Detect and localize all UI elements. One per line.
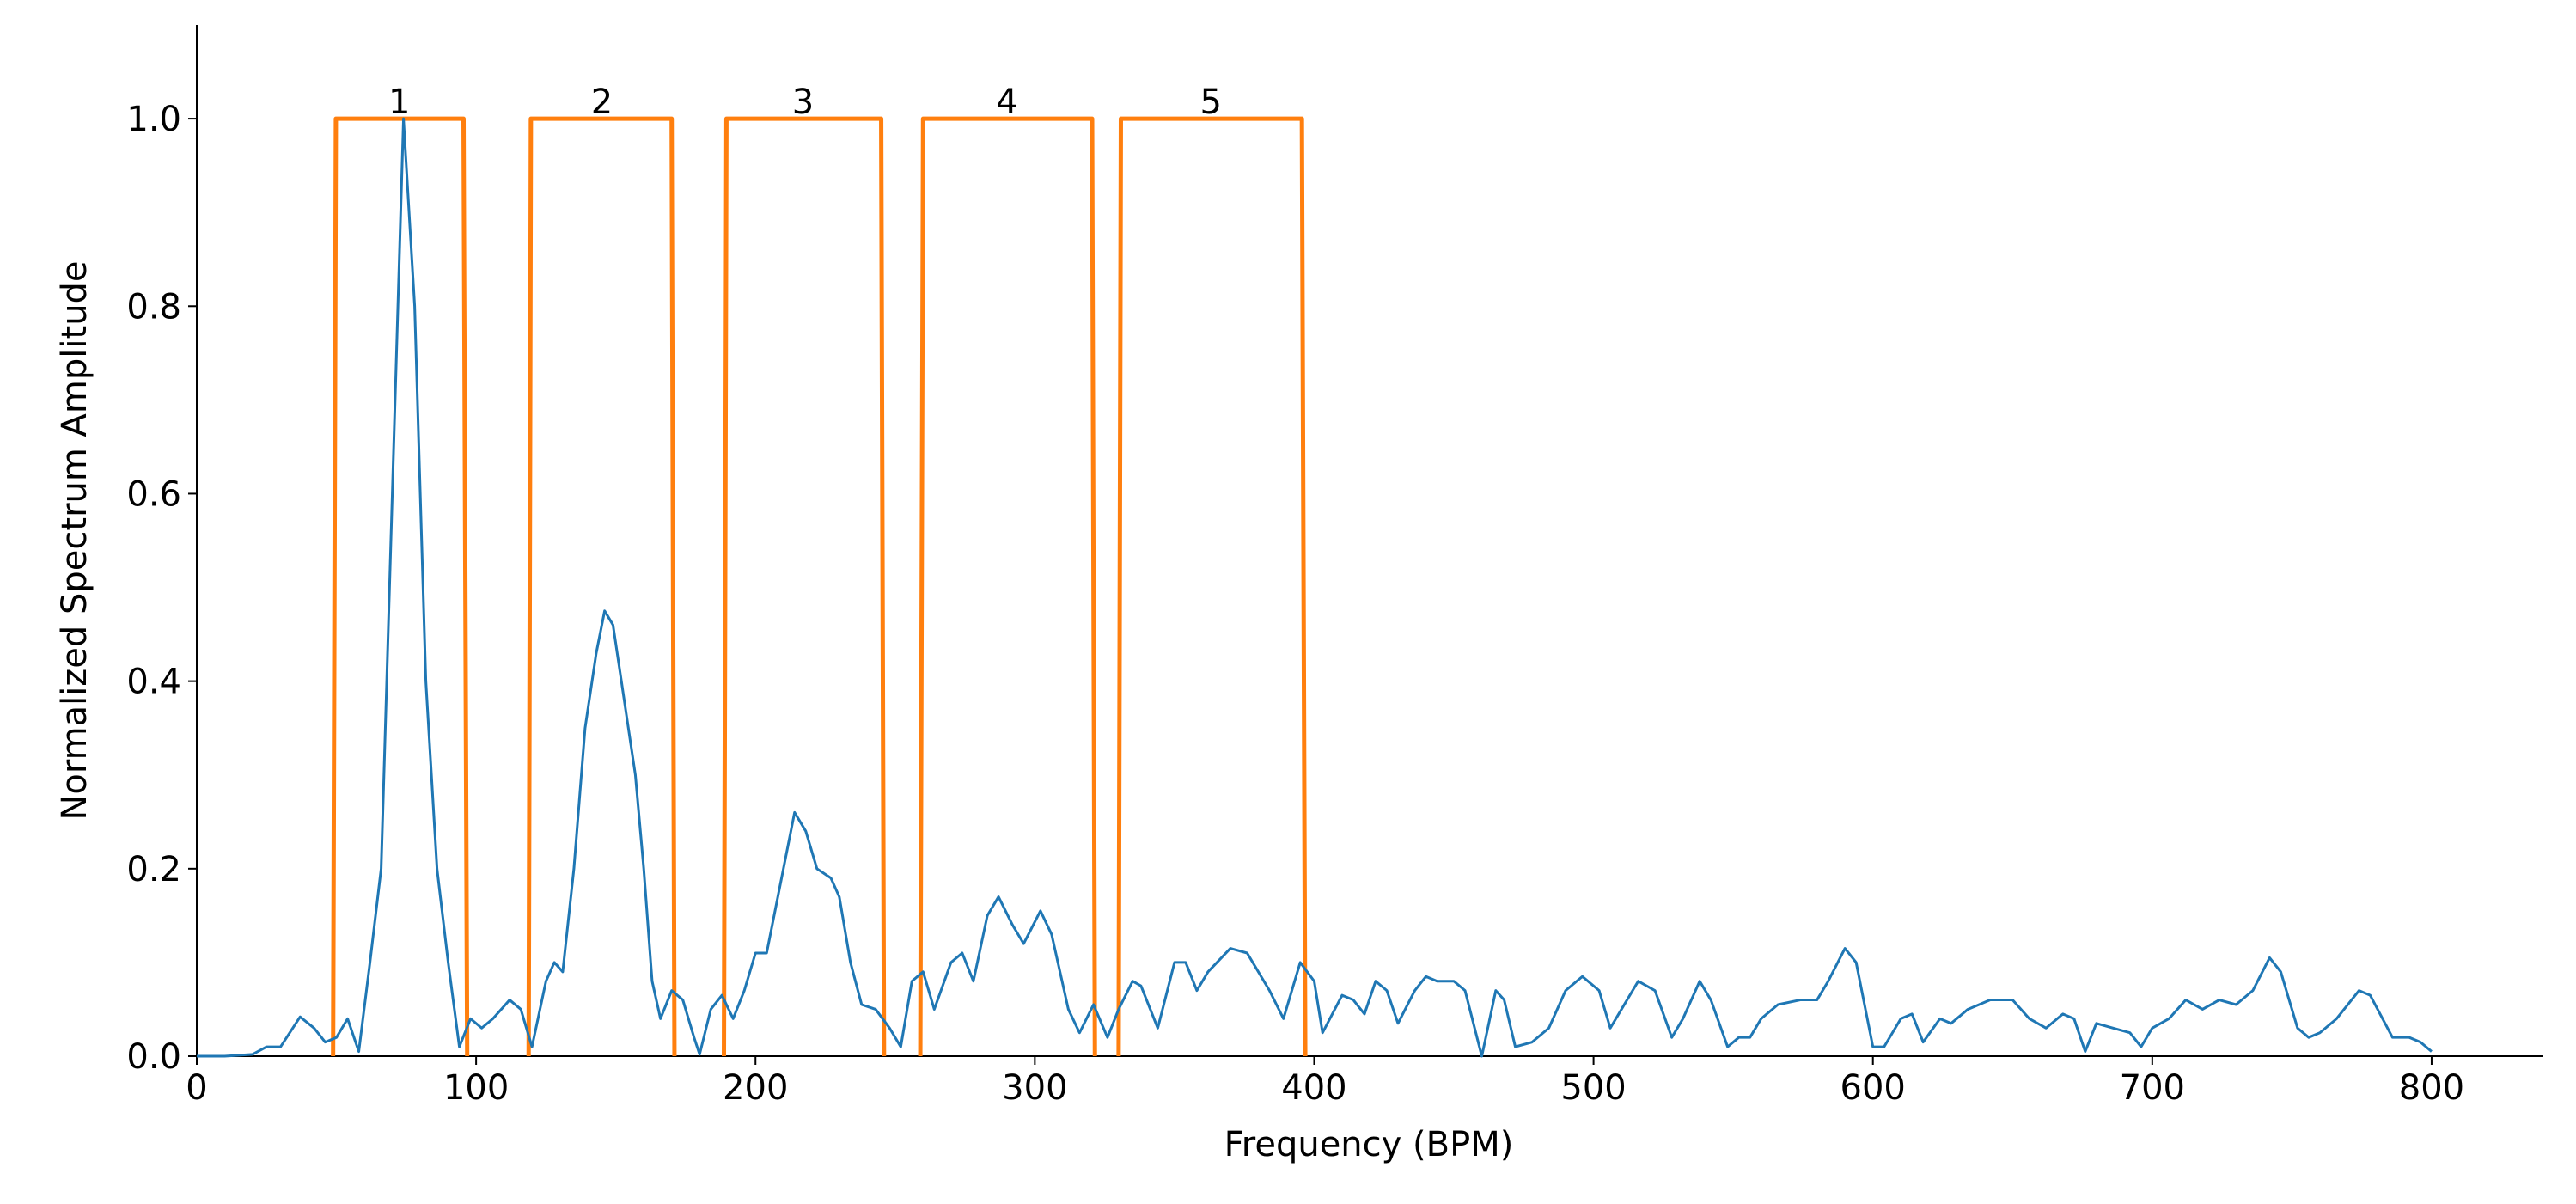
y-tick-label: 0.4: [126, 663, 181, 702]
x-axis-label: Frequency (BPM): [1224, 1125, 1514, 1164]
y-tick-label: 1.0: [126, 100, 181, 139]
x-tick-label: 300: [1002, 1068, 1067, 1108]
annotation: 2: [591, 83, 613, 122]
x-tick-label: 0: [186, 1068, 207, 1108]
annotation: 3: [792, 83, 814, 122]
annotation: 5: [1199, 83, 1221, 122]
y-tick-label: 0.2: [126, 850, 181, 889]
x-tick-label: 500: [1560, 1068, 1626, 1108]
annotation: 1: [388, 83, 410, 122]
series-line: [197, 117, 2433, 1058]
x-tick-label: 800: [2399, 1068, 2464, 1108]
series-line: [331, 116, 1308, 1057]
x-tick-label: 400: [1281, 1068, 1346, 1108]
x-tick-label: 700: [2120, 1068, 2185, 1108]
x-tick-label: 100: [443, 1068, 509, 1108]
annotation: 4: [996, 83, 1017, 122]
y-axis-label: Normalized Spectrum Amplitude: [55, 260, 95, 820]
x-tick-label: 600: [1840, 1068, 1906, 1108]
x-tick-label: 200: [723, 1068, 788, 1108]
y-tick-label: 0.6: [126, 474, 181, 514]
y-tick-label: 0.8: [126, 287, 181, 327]
y-tick-label: 0.0: [126, 1037, 181, 1077]
